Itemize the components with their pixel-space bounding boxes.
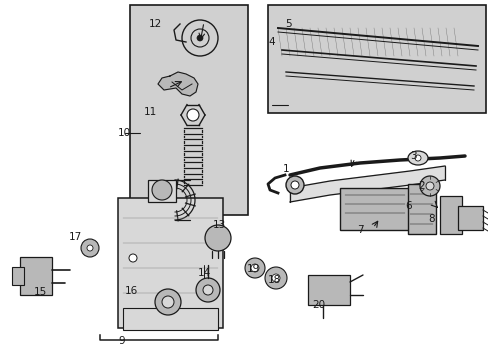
Circle shape (250, 264, 259, 272)
Circle shape (203, 285, 213, 295)
Circle shape (196, 278, 220, 302)
Text: 3: 3 (409, 150, 416, 161)
Circle shape (285, 176, 304, 194)
Circle shape (182, 20, 218, 56)
Circle shape (204, 225, 230, 251)
Bar (148, 180, 176, 202)
Text: 1: 1 (282, 164, 289, 174)
Circle shape (414, 155, 420, 161)
Text: 18: 18 (267, 275, 281, 285)
Bar (407, 184, 435, 234)
Circle shape (271, 274, 280, 282)
Text: 6: 6 (404, 201, 411, 211)
Text: 19: 19 (246, 264, 260, 274)
Bar (457, 206, 482, 230)
Circle shape (186, 109, 199, 121)
Circle shape (419, 176, 439, 196)
Ellipse shape (407, 151, 427, 165)
Text: 14: 14 (197, 268, 211, 278)
Text: 8: 8 (427, 214, 434, 224)
Circle shape (81, 239, 99, 257)
Bar (123, 308, 218, 330)
Bar (307, 275, 349, 305)
Circle shape (425, 182, 433, 190)
Circle shape (162, 296, 174, 308)
Circle shape (87, 245, 93, 251)
Text: 12: 12 (148, 19, 162, 30)
Bar (339, 188, 409, 230)
Text: 2: 2 (417, 181, 424, 192)
Text: 20: 20 (312, 300, 325, 310)
Text: 4: 4 (267, 37, 274, 48)
Text: 13: 13 (212, 220, 225, 230)
Circle shape (290, 181, 298, 189)
Bar (439, 196, 461, 234)
Bar (20, 257, 52, 295)
Bar (130, 5, 247, 215)
Text: 11: 11 (143, 107, 157, 117)
Text: 9: 9 (118, 336, 124, 346)
Bar (118, 198, 223, 328)
Text: 17: 17 (69, 232, 82, 242)
Text: 7: 7 (357, 225, 364, 235)
Circle shape (244, 258, 264, 278)
Bar (12, 267, 24, 285)
Polygon shape (289, 166, 444, 202)
Text: 5: 5 (285, 19, 291, 30)
Text: 16: 16 (124, 286, 138, 296)
Circle shape (152, 180, 172, 200)
Circle shape (191, 29, 208, 47)
Text: 15: 15 (33, 287, 47, 297)
Circle shape (264, 267, 286, 289)
Circle shape (155, 289, 181, 315)
Bar (267, 5, 485, 113)
Text: 10: 10 (118, 128, 131, 138)
Circle shape (197, 35, 203, 41)
Circle shape (129, 254, 137, 262)
Polygon shape (158, 72, 198, 96)
